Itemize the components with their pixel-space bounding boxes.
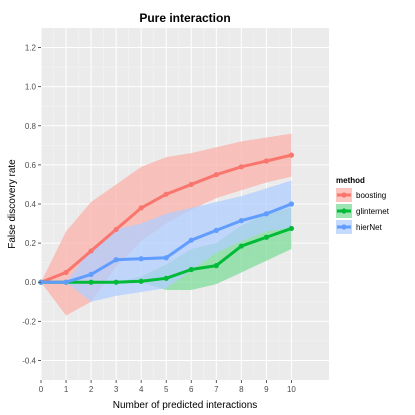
- x-tick-label: 6: [189, 385, 194, 394]
- point-hierNet: [213, 227, 219, 233]
- y-tick-label: 1.0: [25, 83, 37, 92]
- legend-point-boosting: [341, 192, 347, 198]
- point-boosting: [188, 181, 194, 188]
- point-boosting: [263, 158, 269, 164]
- point-hierNet: [88, 271, 94, 277]
- point-glinternet: [163, 275, 169, 281]
- point-boosting: [163, 191, 169, 197]
- legend-point-hierNet: [341, 224, 347, 230]
- point-glinternet: [263, 234, 269, 240]
- point-boosting: [138, 205, 144, 211]
- y-tick-label: 0.8: [25, 122, 37, 131]
- x-axis-label: Number of predicted interactions: [113, 400, 258, 411]
- point-hierNet: [163, 255, 169, 261]
- point-glinternet: [238, 243, 244, 249]
- series-points: [38, 152, 295, 285]
- y-tick-label: 1.2: [25, 44, 37, 53]
- point-hierNet: [63, 279, 69, 285]
- point-boosting: [238, 164, 244, 170]
- confidence-bands: [41, 133, 292, 316]
- x-tick-label: 1: [64, 385, 69, 394]
- point-glinternet: [213, 263, 219, 269]
- point-glinternet: [88, 279, 94, 285]
- x-tick-label: 7: [214, 385, 219, 394]
- point-hierNet: [263, 211, 269, 217]
- y-tick-label: 0.2: [25, 239, 37, 248]
- point-hierNet: [138, 256, 144, 262]
- y-tick-label: -0.4: [22, 356, 36, 365]
- legend-title: method: [336, 176, 365, 185]
- x-axis: 0 1 2 3 4 5 6 7 8 9 10: [39, 380, 296, 394]
- y-axis: -0.4 -0.2 0.0 0.2 0.4 0.6 0.8 1.0 1.2: [22, 44, 41, 365]
- point-boosting: [63, 269, 69, 276]
- band-glinternet: [41, 207, 292, 291]
- x-tick-label: 10: [287, 385, 296, 394]
- y-tick-label: 0.0: [25, 278, 37, 287]
- legend-point-glinternet: [341, 208, 347, 214]
- x-tick-label: 8: [239, 385, 244, 394]
- point-boosting: [113, 226, 119, 233]
- x-tick-label: 9: [264, 385, 269, 394]
- point-glinternet: [288, 225, 295, 232]
- x-tick-label: 2: [89, 385, 94, 394]
- band-hierNet: [41, 180, 292, 302]
- point-hierNet: [238, 218, 244, 224]
- point-boosting: [213, 172, 219, 178]
- legend-label-glinternet: glinternet: [356, 207, 390, 216]
- point-glinternet: [188, 266, 194, 273]
- x-tick-label: 5: [164, 385, 169, 394]
- legend-label-boosting: boosting: [356, 191, 386, 200]
- point-hierNet: [288, 201, 295, 207]
- legend: method boosting glinternet hierNet: [336, 176, 390, 234]
- y-axis-label: False discovery rate: [7, 159, 18, 249]
- point-boosting: [288, 152, 295, 158]
- point-glinternet: [138, 278, 144, 284]
- y-tick-label: 0.4: [25, 200, 37, 209]
- point-hierNet: [188, 237, 194, 243]
- point-hierNet: [113, 257, 119, 263]
- y-tick-label: -0.2: [22, 317, 36, 326]
- x-tick-label: 3: [114, 385, 119, 394]
- point-glinternet: [113, 279, 119, 285]
- y-tick-label: 0.6: [25, 161, 37, 170]
- chart-title: Pure interaction: [139, 11, 230, 25]
- point-boosting: [88, 248, 94, 254]
- legend-label-hierNet: hierNet: [356, 223, 383, 232]
- x-tick-label: 4: [139, 385, 144, 394]
- x-tick-label: 0: [39, 385, 44, 394]
